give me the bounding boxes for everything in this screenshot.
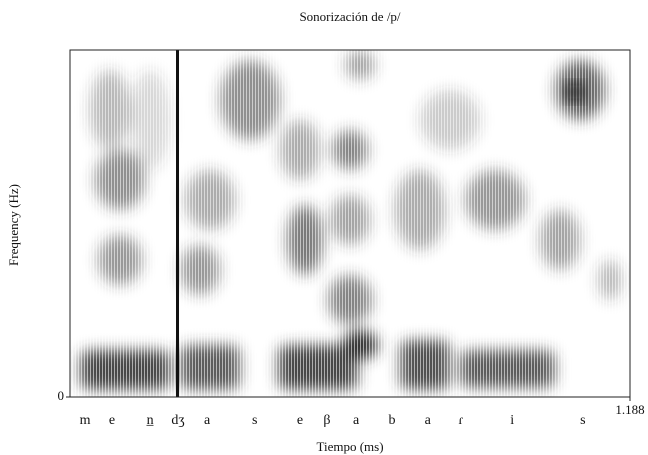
segment-label: ɾ: [458, 413, 463, 428]
x-tick-label: 1.188: [615, 402, 644, 417]
segment-label: a: [353, 413, 360, 428]
segment-label: a: [425, 413, 432, 428]
segment-label: a: [204, 413, 211, 428]
segment-label: s: [252, 413, 257, 428]
chart-title: Sonorización de /p/: [299, 9, 400, 24]
y-tick-label: 0: [58, 388, 65, 403]
segment-label: m: [80, 413, 91, 428]
segment-label: e: [297, 413, 303, 428]
segment-label: i: [510, 413, 514, 428]
segment-label: dʒ: [171, 413, 184, 428]
segment-label: b: [388, 413, 395, 428]
segment-label: n̲: [146, 413, 154, 428]
segment-label: e: [109, 413, 115, 428]
segment-label: β: [323, 413, 330, 428]
spectrogram-image: [70, 50, 630, 397]
y-axis-label: Frequency (Hz): [6, 184, 21, 266]
segment-label: s: [580, 413, 585, 428]
x-axis-label: Tiempo (ms): [316, 439, 383, 454]
plot-frame: [69, 49, 631, 398]
